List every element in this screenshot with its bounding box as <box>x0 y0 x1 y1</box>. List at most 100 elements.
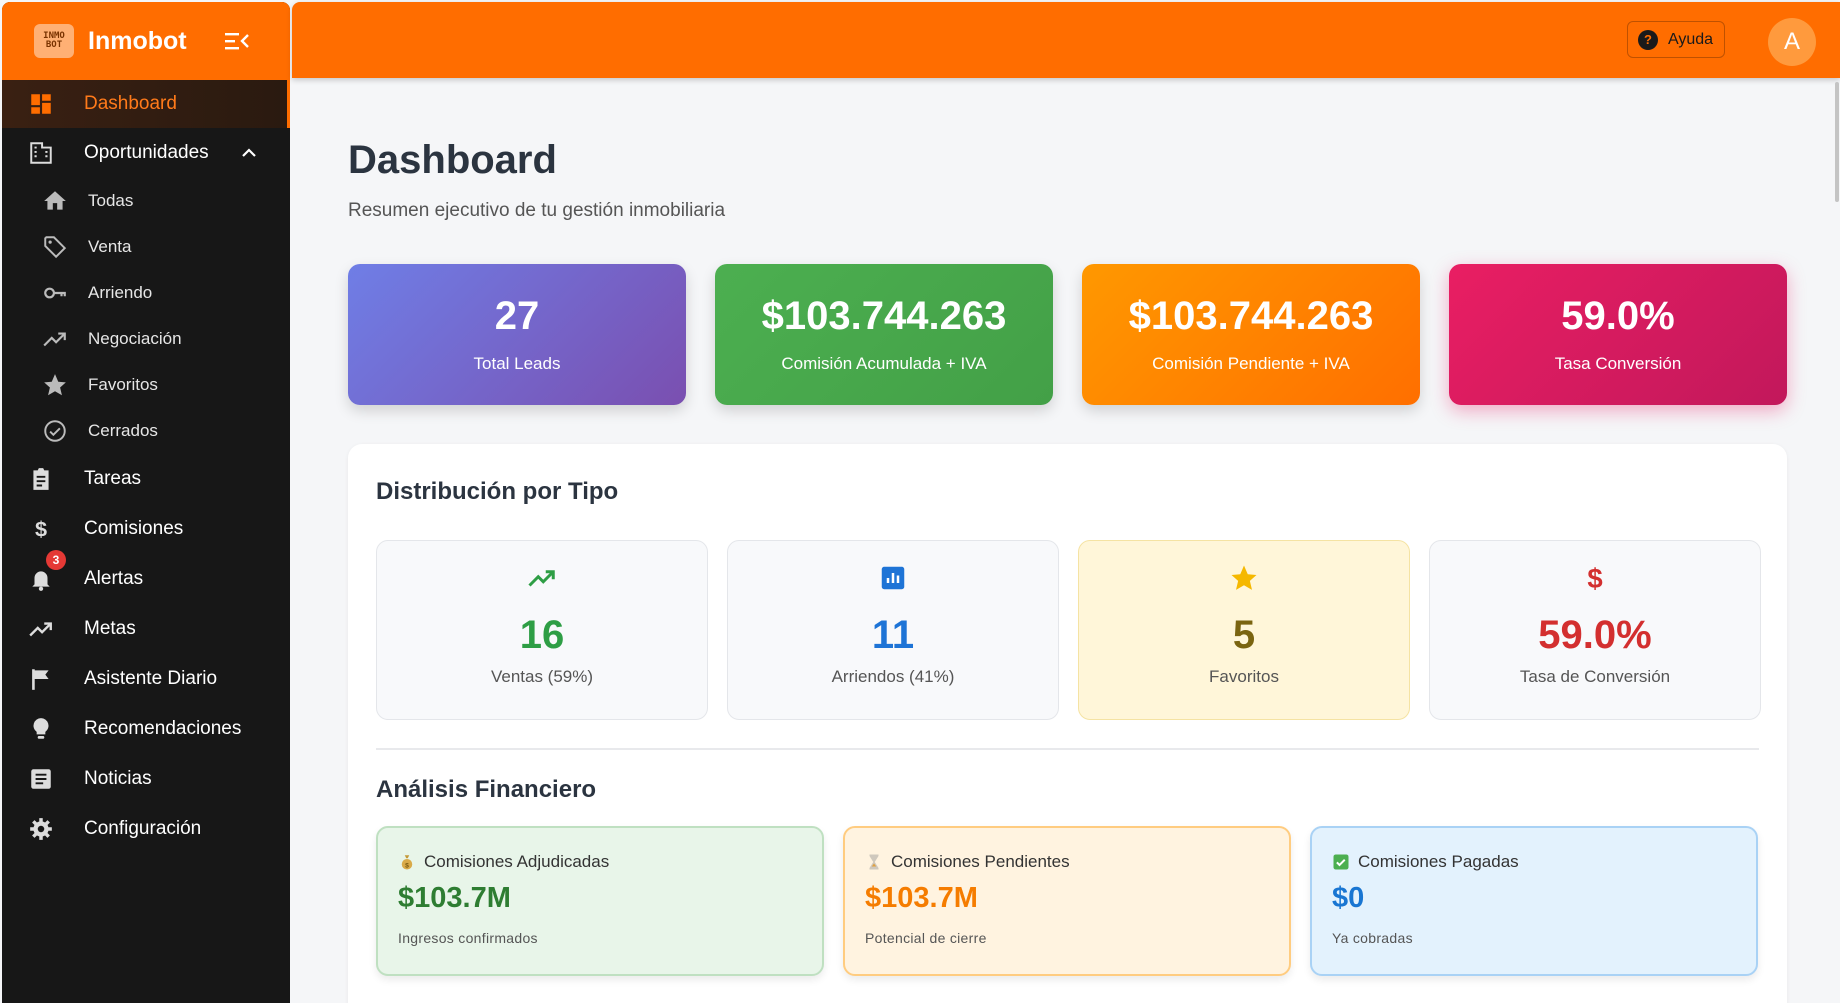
kpi-card-tasa-conversion: 59.0% Tasa Conversión <box>1449 264 1787 405</box>
sidebar-item-cerrados[interactable]: Cerrados <box>2 408 290 454</box>
sidebar-item-label: Configuración <box>84 818 202 839</box>
bar-chart-icon <box>881 566 905 590</box>
kpi-label: Comisión Acumulada + IVA <box>781 354 987 373</box>
trending-up-icon <box>528 570 555 587</box>
trending-up-icon <box>43 332 66 347</box>
logo: INMO BOT <box>34 24 74 58</box>
scrollbar-track[interactable] <box>1832 80 1840 1003</box>
dist-value: 59.0% <box>1538 613 1652 657</box>
sidebar: INMO BOT Inmobot Dashboard Oportunidades… <box>2 2 290 1003</box>
home-icon <box>44 191 66 210</box>
sidebar-item-label: Noticias <box>84 768 152 789</box>
building-icon <box>30 142 52 164</box>
sidebar-item-todas[interactable]: Todas <box>2 178 290 224</box>
money-bag-icon: $ <box>401 855 413 870</box>
dist-label: Tasa de Conversión <box>1519 667 1671 686</box>
dist-label: Ventas (59%) <box>490 667 594 686</box>
help-button[interactable]: ? Ayuda <box>1627 21 1725 58</box>
chevron-up-icon[interactable] <box>240 144 258 162</box>
dist-card-conversion: $ 59.0% Tasa de Conversión <box>1429 540 1761 720</box>
fin-card-adjudicadas: $ Comisiones Adjudicadas $103.7M Ingreso… <box>376 826 824 976</box>
sidebar-item-oportunidades[interactable]: Oportunidades <box>2 128 290 178</box>
sidebar-item-noticias[interactable]: Noticias <box>2 754 290 804</box>
sidebar-item-label: Venta <box>88 237 132 256</box>
svg-text:$: $ <box>1587 563 1602 593</box>
dollar-icon: $ <box>1587 563 1602 593</box>
fin-card-title: Comisiones Pendientes <box>865 852 1070 872</box>
sidebar-item-dashboard[interactable]: Dashboard <box>2 80 290 128</box>
lightbulb-icon <box>33 718 49 739</box>
sidebar-item-tareas[interactable]: Tareas <box>2 454 290 504</box>
kpi-label: Tasa Conversión <box>1554 354 1682 373</box>
logo-text: INMO BOT <box>43 31 65 50</box>
kpi-card-comision-pendiente: $103.744.263 Comisión Pendiente + IVA <box>1082 264 1420 405</box>
fin-card-title: $ Comisiones Adjudicadas <box>398 852 609 872</box>
dist-card-ventas: 16 Ventas (59%) <box>376 540 708 720</box>
fin-card-title-text: Comisiones Pagadas <box>1358 852 1519 871</box>
tag-icon <box>44 236 67 259</box>
kpi-label: Comisión Pendiente + IVA <box>1152 354 1350 373</box>
dist-value: 5 <box>1232 613 1256 657</box>
kpi-card-comision-acumulada: $103.744.263 Comisión Acumulada + IVA <box>715 264 1053 405</box>
bell-icon <box>32 571 50 591</box>
help-icon: ? <box>1638 29 1658 50</box>
article-icon <box>31 769 51 789</box>
sidebar-item-label: Favoritos <box>88 375 158 394</box>
fin-card-sub: Ya cobradas <box>1332 930 1413 946</box>
help-label: Ayuda <box>1668 30 1714 48</box>
fin-card-title: Comisiones Pagadas <box>1332 852 1519 872</box>
dist-label: Favoritos <box>1209 667 1279 686</box>
sidebar-item-asistente-diario[interactable]: Asistente Diario <box>2 654 290 704</box>
page-title: Dashboard <box>348 138 557 182</box>
check-circle-icon <box>44 420 66 442</box>
menu-collapse-icon[interactable] <box>224 30 250 52</box>
sidebar-item-label: Cerrados <box>88 421 158 440</box>
kpi-card-total-leads: 27 Total Leads <box>348 264 686 405</box>
brand-name: Inmobot <box>88 26 187 55</box>
sidebar-item-metas[interactable]: Metas <box>2 604 290 654</box>
key-icon <box>44 287 66 299</box>
sidebar-item-arriendo[interactable]: Arriendo <box>2 270 290 316</box>
dashboard-icon <box>31 94 51 114</box>
fin-card-pendientes: Comisiones Pendientes $103.7M Potencial … <box>843 826 1291 976</box>
sidebar-item-comisiones[interactable]: $ Comisiones <box>2 504 290 554</box>
sidebar-item-venta[interactable]: Venta <box>2 224 290 270</box>
sidebar-item-label: Negociación <box>88 329 182 348</box>
sidebar-item-label: Asistente Diario <box>84 668 218 689</box>
section-divider <box>376 748 1759 750</box>
sidebar-item-recomendaciones[interactable]: Recomendaciones <box>2 704 290 754</box>
kpi-value: 59.0% <box>1561 294 1675 338</box>
star-icon <box>1231 565 1257 590</box>
svg-text:$: $ <box>35 517 47 542</box>
sidebar-item-configuracion[interactable]: Configuración <box>2 804 290 854</box>
scrollbar-thumb[interactable] <box>1835 82 1839 202</box>
sidebar-item-negociacion[interactable]: Negociación <box>2 316 290 362</box>
sidebar-item-label: Comisiones <box>84 518 184 539</box>
fin-card-sub: Potencial de cierre <box>865 930 987 946</box>
clipboard-icon <box>33 468 49 490</box>
dollar-icon: $ <box>35 517 47 542</box>
fin-card-title-text: Comisiones Adjudicadas <box>424 852 610 871</box>
dist-label: Arriendos (41%) <box>831 667 955 686</box>
fin-card-value: $0 <box>1332 882 1365 914</box>
kpi-label: Total Leads <box>473 354 561 373</box>
fin-card-pagadas: Comisiones Pagadas $0 Ya cobradas <box>1310 826 1758 976</box>
kpi-value: $103.744.263 <box>1128 294 1374 338</box>
fin-card-value: $103.7M <box>865 882 978 914</box>
alert-count-badge: 3 <box>46 550 66 570</box>
star-icon <box>44 374 66 396</box>
gear-icon <box>30 818 52 840</box>
sidebar-item-label: Metas <box>84 618 136 639</box>
svg-text:$: $ <box>405 862 409 869</box>
trending-up-icon <box>29 622 52 637</box>
sidebar-item-label: Dashboard <box>84 93 177 114</box>
flag-icon <box>32 669 49 690</box>
sidebar-item-label: Arriendo <box>88 283 153 302</box>
sidebar-item-alertas[interactable]: 3 Alertas <box>2 550 290 604</box>
dist-value: 16 <box>519 613 565 657</box>
kpi-value: 27 <box>494 294 540 338</box>
sidebar-header: INMO BOT Inmobot <box>2 2 290 80</box>
avatar[interactable]: A <box>1768 18 1816 66</box>
sidebar-item-favoritos[interactable]: Favoritos <box>2 362 290 408</box>
fin-card-title-text: Comisiones Pendientes <box>891 852 1070 871</box>
